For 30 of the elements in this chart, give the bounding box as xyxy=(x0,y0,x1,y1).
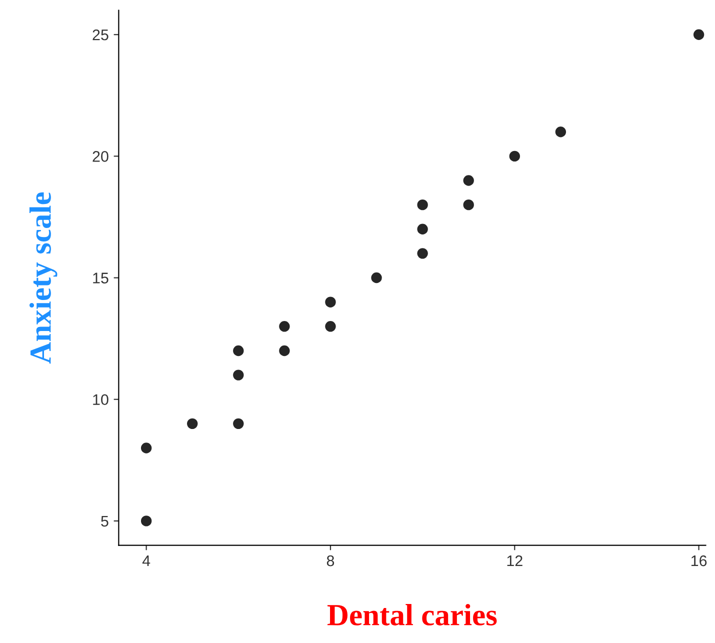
y-tick-label: 10 xyxy=(93,394,108,406)
point xyxy=(509,150,520,162)
point xyxy=(555,126,566,138)
point xyxy=(233,345,244,356)
point xyxy=(140,516,152,526)
point xyxy=(463,175,474,186)
x-tick-label: 8 xyxy=(326,555,334,566)
y-tick-label: 25 xyxy=(92,29,108,40)
y-tick-label: 20 xyxy=(92,151,108,162)
point xyxy=(279,345,290,356)
y-tick-label: 5 xyxy=(101,516,108,527)
point xyxy=(371,272,382,284)
point xyxy=(233,418,244,430)
x-tick-label: 12 xyxy=(507,555,522,566)
point xyxy=(463,199,474,210)
y-axis-title: Anxiety scale xyxy=(29,192,58,364)
point xyxy=(140,442,152,454)
point xyxy=(325,321,336,332)
point xyxy=(693,29,704,40)
y-tick-label: 15 xyxy=(93,272,108,284)
point xyxy=(325,296,336,308)
x-axis-title: Dental caries xyxy=(327,604,497,626)
point xyxy=(417,224,428,234)
x-tick-label: 4 xyxy=(142,556,150,566)
point xyxy=(187,418,198,430)
point xyxy=(279,321,290,332)
point xyxy=(417,248,428,259)
point xyxy=(417,199,428,210)
x-tick-label: 16 xyxy=(691,555,707,566)
point xyxy=(233,370,244,380)
